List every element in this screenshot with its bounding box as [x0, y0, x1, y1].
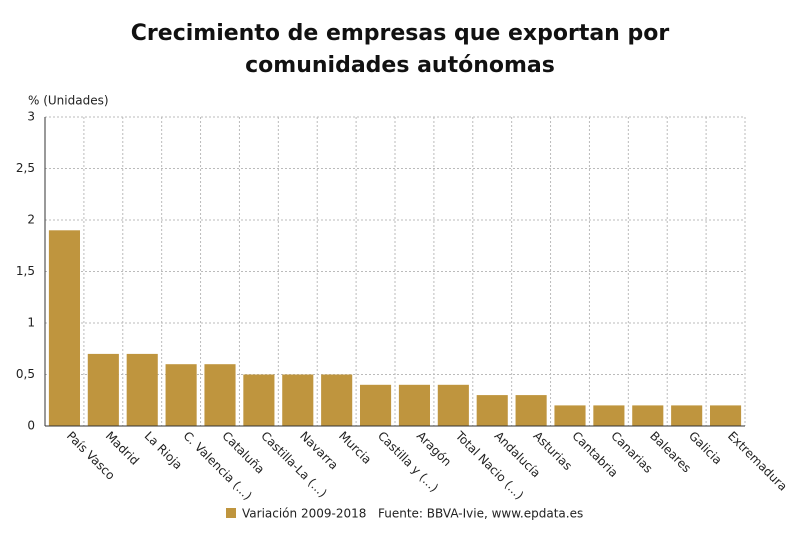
bar [87, 353, 119, 426]
x-tick-label: Madrid [103, 429, 142, 468]
y-tick-label: 0,5 [16, 367, 35, 381]
x-tick-label: Extremadura [725, 429, 790, 494]
y-axis-label: % (Unidades) [28, 94, 109, 108]
bar [671, 405, 703, 426]
x-tick-label: La Rioja [142, 429, 186, 473]
x-tick-label: Baleares [647, 429, 694, 476]
bar [476, 395, 508, 426]
x-tick-label: C. Valencia (...) [181, 429, 255, 503]
bar [204, 364, 236, 426]
y-tick-label: 1 [27, 316, 35, 330]
y-tick-label: 1,5 [16, 264, 35, 278]
bar [48, 230, 80, 426]
legend-label: Variación 2009-2018 [242, 507, 366, 521]
y-tick-label: 2 [27, 213, 35, 227]
source: Fuente: BBVA-Ivie, www.epdata.es [378, 507, 583, 521]
bar [321, 374, 353, 426]
bar [282, 374, 314, 426]
bar [360, 384, 392, 426]
bar [165, 364, 197, 426]
x-tick-label: Galicia [686, 429, 725, 468]
y-tick-label: 3 [27, 110, 35, 124]
bar [398, 384, 430, 426]
y-tick-label: 2,5 [16, 161, 35, 175]
x-tick-label: Total Nacio (...) [452, 428, 526, 502]
bar [632, 405, 664, 426]
bar [515, 395, 547, 426]
bar [243, 374, 275, 426]
bar [554, 405, 586, 426]
y-tick-label: 0 [27, 419, 35, 433]
bar [593, 405, 625, 426]
bar [437, 384, 469, 426]
legend-swatch [226, 508, 236, 518]
bar [710, 405, 742, 426]
bar [126, 353, 158, 426]
x-tick-label: Murcia [336, 429, 374, 467]
chart-title: Crecimiento de empresas que exportan por… [130, 21, 670, 78]
